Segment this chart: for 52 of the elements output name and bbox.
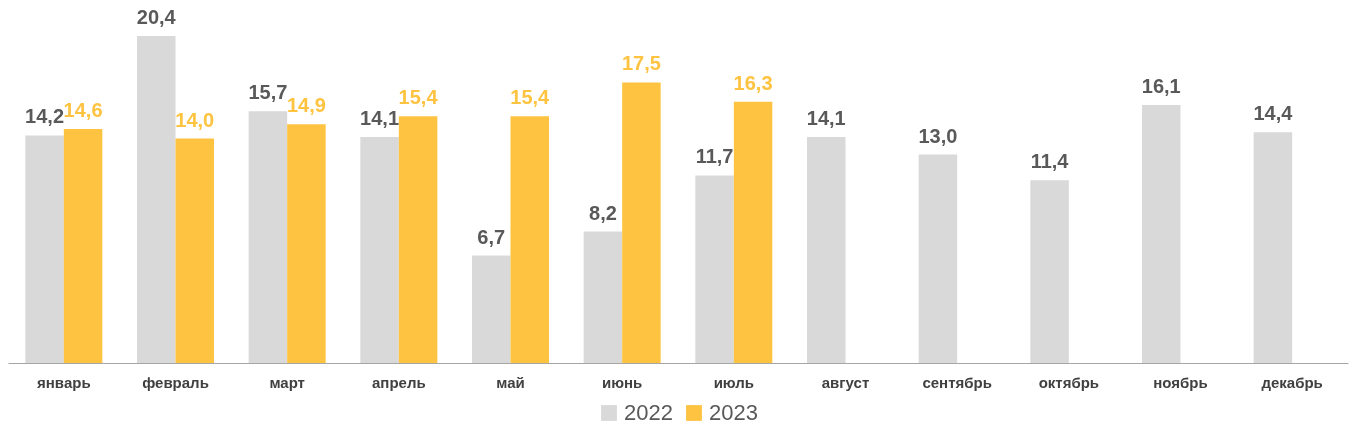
bar [918, 154, 958, 363]
data-label: 11,7 [695, 145, 734, 168]
x-tick-label: ноябрь [1153, 373, 1208, 391]
data-label: 14,1 [360, 106, 400, 129]
bar [583, 231, 623, 363]
data-label: 14,4 [1253, 102, 1294, 125]
bar [63, 128, 103, 363]
bar [695, 175, 734, 363]
x-tick-label: март [269, 373, 305, 391]
data-label: 13,0 [918, 124, 958, 147]
bar [1141, 104, 1181, 363]
data-label: 14,6 [63, 98, 103, 121]
bar [1030, 180, 1069, 363]
data-label: 14,9 [286, 94, 326, 117]
x-tick-label: декабрь [1261, 373, 1323, 391]
bar [175, 138, 215, 363]
data-label: 15,4 [398, 86, 439, 109]
data-label: 20,4 [136, 6, 177, 28]
bar [471, 255, 511, 363]
x-tick-label: октябрь [1038, 373, 1100, 391]
bar [136, 36, 176, 363]
bar [510, 116, 550, 363]
x-tick-label: сентябрь [922, 373, 992, 391]
legend-label: 2023 [709, 400, 758, 425]
data-label: 15,4 [510, 86, 551, 109]
legend-label: 2022 [624, 400, 673, 425]
data-label: 14,0 [175, 108, 215, 131]
x-tick-label: февраль [142, 373, 209, 391]
bar [287, 124, 326, 363]
bar [622, 82, 661, 363]
bar [733, 101, 773, 363]
data-label: 11,4 [1030, 150, 1070, 173]
data-label: 16,3 [733, 71, 773, 94]
data-label: 8,2 [589, 201, 617, 224]
bar [248, 111, 288, 363]
bar [398, 116, 438, 363]
x-tick-label: май [496, 373, 525, 391]
x-tick-label: апрель [372, 373, 426, 391]
x-tick-label: июль [713, 373, 755, 391]
bar [360, 136, 399, 363]
bar [806, 136, 846, 363]
data-label: 17,5 [621, 52, 661, 75]
data-label: 14,1 [806, 106, 846, 129]
x-tick-label: июнь [602, 373, 643, 391]
x-tick-label: январь [37, 373, 91, 391]
data-label: 15,7 [248, 81, 288, 104]
x-tick-label: август [821, 373, 870, 391]
bar [1253, 132, 1293, 363]
bar [25, 135, 64, 363]
data-label: 14,2 [25, 105, 65, 128]
data-label: 6,7 [477, 225, 506, 248]
data-label: 16,1 [1141, 74, 1181, 97]
